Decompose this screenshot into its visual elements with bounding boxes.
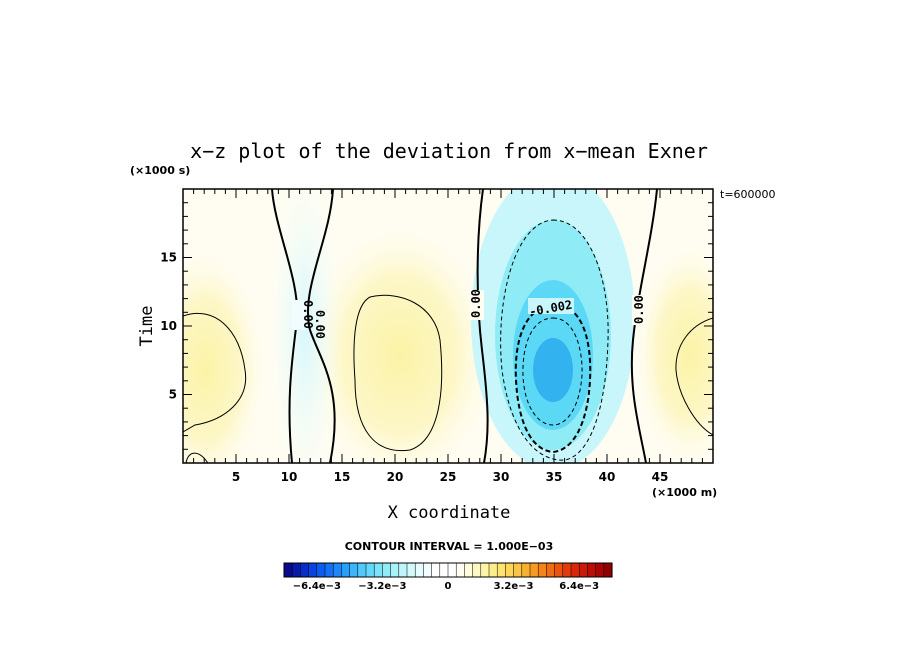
contour-label-3: 0.00 bbox=[469, 289, 483, 318]
colorbar-swatch bbox=[521, 562, 531, 578]
x-tick-label: 20 bbox=[387, 470, 404, 484]
axes: 5 10 15 20 25 30 35 40 45 5 10 15 bbox=[160, 189, 713, 484]
colorbar-swatch bbox=[439, 562, 449, 578]
colorbar-swatch bbox=[570, 562, 580, 578]
y-tick-label: 10 bbox=[160, 319, 177, 333]
colorbar bbox=[283, 562, 613, 578]
contour-label-5: 0.00 bbox=[632, 295, 646, 324]
colorbar-swatch bbox=[464, 562, 474, 578]
colorbar-swatch bbox=[603, 562, 613, 578]
positive-anomaly-center bbox=[305, 225, 495, 463]
contour-label-bg-3 bbox=[470, 290, 484, 320]
colorbar-swatch bbox=[398, 562, 408, 578]
colorbar-swatch bbox=[455, 562, 465, 578]
y-tick-label: 5 bbox=[169, 388, 177, 402]
colorbar-swatch bbox=[300, 562, 310, 578]
positive-anomaly-left bbox=[183, 250, 265, 463]
colorbar-swatch bbox=[316, 562, 326, 578]
contour-interval-text: CONTOUR INTERVAL = 1.000E−03 bbox=[345, 540, 554, 553]
contour-label-bg-1 bbox=[292, 300, 306, 330]
colorbar-swatch bbox=[505, 562, 515, 578]
colorbar-tick-labels: −6.4e−3 −3.2e−3 0 3.2e−3 6.4e−3 bbox=[293, 581, 599, 592]
colorbar-swatch bbox=[308, 562, 318, 578]
colorbar-swatch bbox=[587, 562, 597, 578]
colorbar-swatch bbox=[283, 562, 293, 578]
colorbar-swatch bbox=[480, 562, 490, 578]
colorbar-swatch bbox=[562, 562, 572, 578]
y-axis-label: Time bbox=[137, 306, 157, 347]
contour-label-2: 0.00 bbox=[313, 310, 327, 339]
colorbar-swatch bbox=[332, 562, 342, 578]
colorbar-swatch bbox=[447, 562, 457, 578]
colorbar-swatch bbox=[488, 562, 498, 578]
colorbar-tick-label: 6.4e−3 bbox=[559, 581, 599, 592]
colorbar-tick-label: −6.4e−3 bbox=[293, 581, 341, 592]
x-axis-label: X coordinate bbox=[388, 503, 511, 523]
negative-anomaly-core bbox=[533, 338, 573, 402]
colorbar-swatch bbox=[423, 562, 433, 578]
negative-contour-2 bbox=[514, 303, 592, 454]
timestamp-label: t=600000 bbox=[720, 188, 776, 201]
negative-contour-3 bbox=[522, 317, 583, 426]
colorbar-swatch bbox=[390, 562, 400, 578]
colorbar-tick-label: 0 bbox=[445, 581, 452, 592]
colorbar-tick-label: −3.2e−3 bbox=[358, 581, 406, 592]
colorbar-swatch bbox=[537, 562, 547, 578]
positive-contour-right bbox=[675, 317, 713, 436]
colorbar-swatch bbox=[382, 562, 392, 578]
x-tick-label: 10 bbox=[281, 470, 298, 484]
colorbar-swatch bbox=[373, 562, 383, 578]
contour-label-bg-5 bbox=[632, 295, 646, 325]
x-scale-label: (×1000 m) bbox=[652, 486, 717, 499]
contour-field: 0.00 0.00 0.00 -0.002 0.00 bbox=[183, 189, 713, 463]
zero-contour-2 bbox=[306, 189, 336, 463]
positive-contour-left bbox=[183, 312, 247, 433]
colorbar-swatch bbox=[349, 562, 359, 578]
positive-contour-corner bbox=[185, 452, 209, 463]
contour-label-1: 0.00 bbox=[301, 300, 315, 329]
chart-title: x−z plot of the deviation from x−mean Ex… bbox=[190, 139, 708, 163]
colorbar-swatch bbox=[357, 562, 367, 578]
x-tick-label: 15 bbox=[334, 470, 351, 484]
colorbar-swatch bbox=[595, 562, 605, 578]
colorbar-swatch bbox=[496, 562, 506, 578]
colorbar-swatch bbox=[291, 562, 301, 578]
colorbar-swatch bbox=[414, 562, 424, 578]
x-tick-label: 30 bbox=[493, 470, 510, 484]
colorbar-swatch bbox=[406, 562, 416, 578]
colorbar-swatch bbox=[365, 562, 375, 578]
colorbar-swatch bbox=[472, 562, 482, 578]
y-tick-label: 15 bbox=[160, 251, 177, 265]
contour-label-bg-4 bbox=[528, 298, 574, 314]
colorbar-swatch bbox=[529, 562, 539, 578]
colorbar-frame bbox=[283, 562, 613, 578]
positive-contour-center bbox=[353, 294, 443, 452]
colorbar-swatch bbox=[578, 562, 588, 578]
colorbar-swatch bbox=[554, 562, 564, 578]
positive-anomaly-right bbox=[635, 245, 713, 463]
colorbar-swatch bbox=[324, 562, 334, 578]
x-tick-label: 35 bbox=[546, 470, 563, 484]
zero-contour-4 bbox=[630, 189, 658, 463]
zero-contour-3 bbox=[476, 189, 489, 463]
colorbar-swatch bbox=[546, 562, 556, 578]
colorbar-swatch bbox=[341, 562, 351, 578]
x-tick-label: 45 bbox=[652, 470, 669, 484]
colorbar-swatch bbox=[431, 562, 441, 578]
y-scale-label: (×1000 s) bbox=[130, 164, 190, 177]
x-tick-label: 40 bbox=[599, 470, 616, 484]
x-tick-label: 25 bbox=[440, 470, 457, 484]
colorbar-tick-label: 3.2e−3 bbox=[494, 581, 534, 592]
x-tick-label: 5 bbox=[232, 470, 240, 484]
colorbar-swatch bbox=[513, 562, 523, 578]
